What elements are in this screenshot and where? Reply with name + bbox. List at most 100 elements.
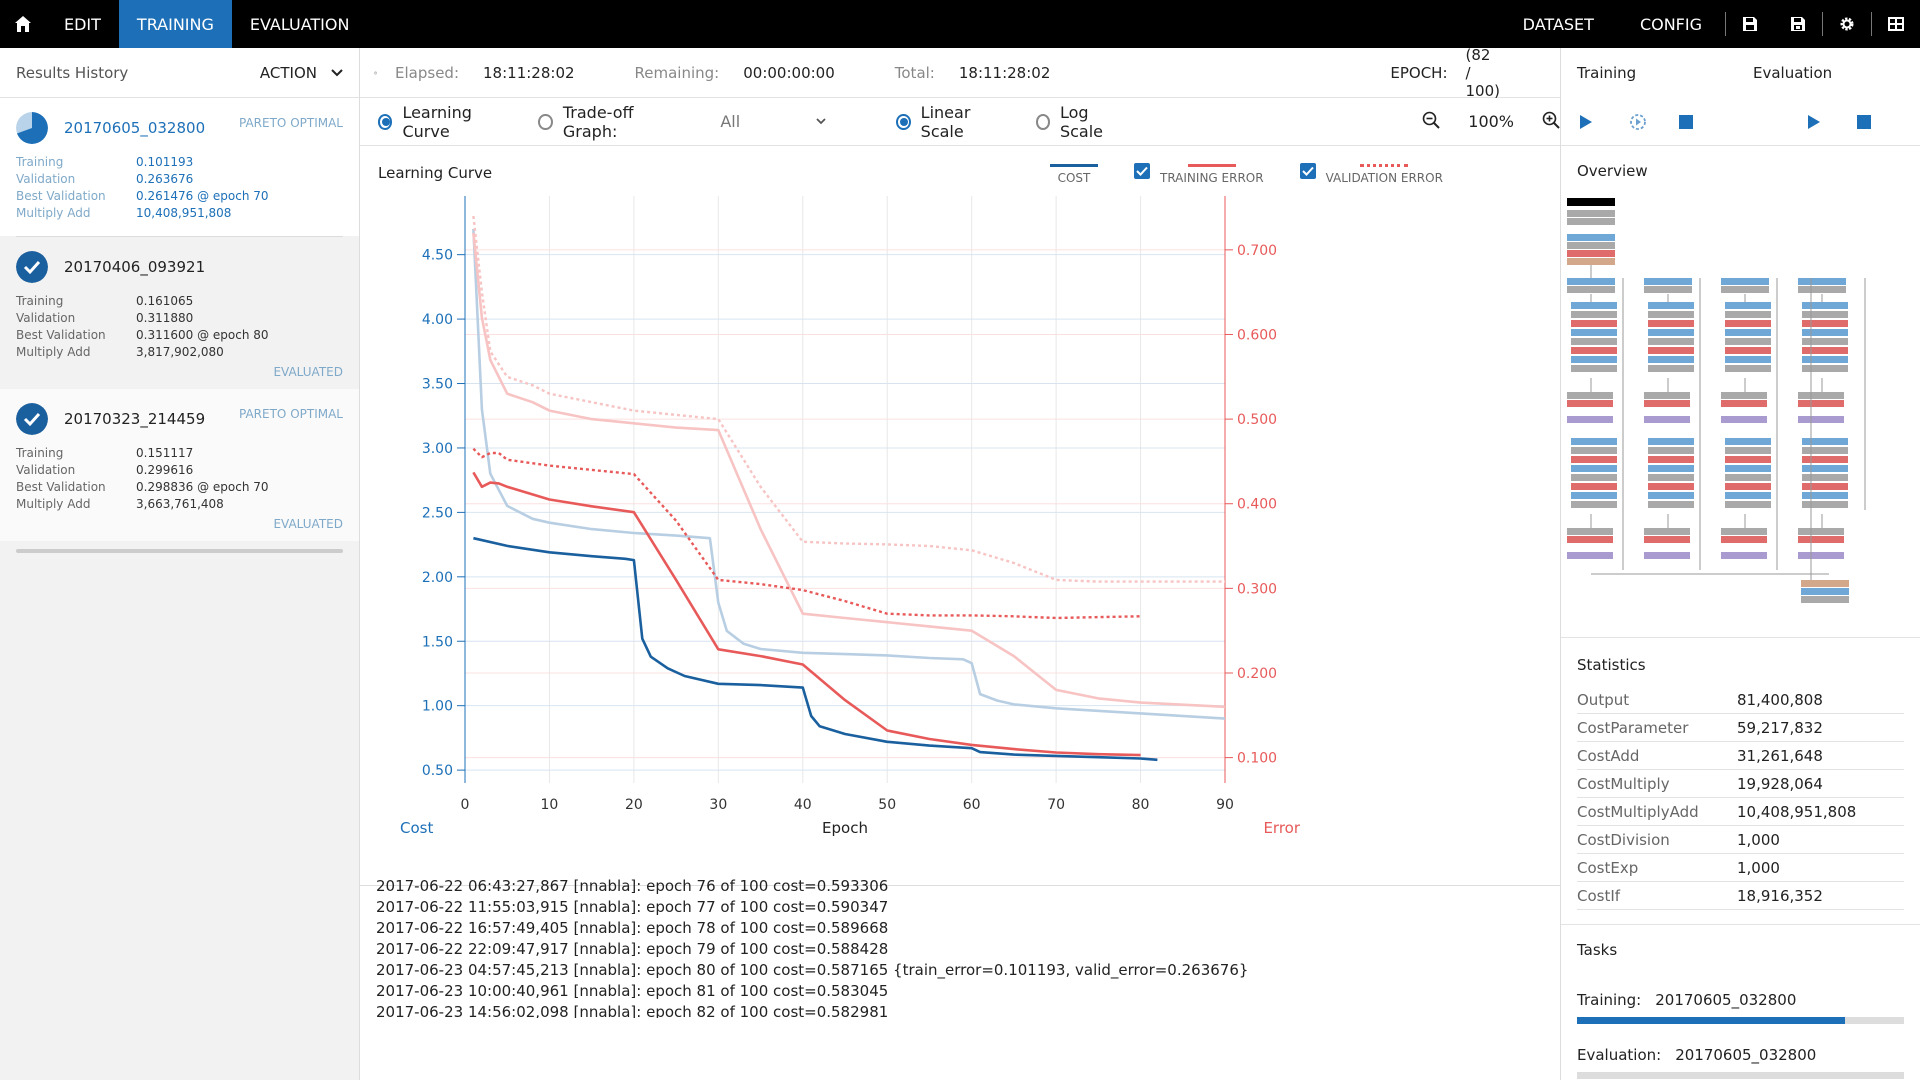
- layer-block: [1725, 311, 1771, 318]
- layer-block: [1725, 302, 1771, 309]
- linear-scale-radio[interactable]: Linear Scale: [896, 103, 1005, 141]
- stat-row: Output 81,400,808: [1577, 686, 1904, 714]
- checkbox-checked-icon[interactable]: [1134, 163, 1150, 179]
- run-controls: [1561, 98, 1920, 146]
- tab-training[interactable]: TRAINING: [118, 0, 232, 48]
- layer-block: [1644, 416, 1690, 423]
- layer-block: [1801, 596, 1849, 603]
- layout-button[interactable]: [1872, 0, 1920, 48]
- tab-dataset[interactable]: DATASET: [1522, 14, 1594, 34]
- layer-block: [1721, 536, 1767, 543]
- layer-block: [1725, 365, 1771, 372]
- layer-block: [1721, 416, 1767, 423]
- log-scale-radio[interactable]: Log Scale: [1035, 103, 1127, 141]
- evaluation-run-button[interactable]: [1807, 114, 1857, 130]
- layer-block: [1798, 278, 1846, 285]
- layer-block: [1571, 438, 1617, 445]
- best-validation-value: 0.298836 @ epoch 70: [136, 480, 269, 494]
- layer-block: [1567, 528, 1613, 535]
- layer-block: [1571, 456, 1617, 463]
- layer-block: [1802, 329, 1848, 336]
- overview-title: Overview: [1577, 162, 1648, 180]
- layer-block: [1571, 474, 1617, 481]
- total-value: 18:11:28:02: [958, 63, 1051, 82]
- layer-block: [1802, 474, 1848, 481]
- training-label: Training: [16, 155, 64, 169]
- layer-block: [1801, 580, 1849, 587]
- zoom-out-button[interactable]: [1422, 111, 1440, 133]
- series-validation-error: [472, 447, 1141, 620]
- legend-cost: COST: [1050, 164, 1098, 185]
- training-task: Training: 20170605_032800: [1561, 991, 1920, 1024]
- statistics-table: Output 81,400,808 CostParameter 59,217,832 C…: [1561, 686, 1920, 910]
- home-button[interactable]: [0, 0, 46, 48]
- right-panel: Training Evaluation Overview Statistics …: [1560, 48, 1920, 1080]
- chevron-down-icon: [816, 118, 826, 125]
- layer-block: [1802, 347, 1848, 354]
- save-as-button[interactable]: [1774, 0, 1822, 48]
- multiply-add-label: Multiply Add: [16, 345, 91, 359]
- layer-block: [1721, 528, 1767, 535]
- x-tick-label: 10: [541, 797, 559, 813]
- divider: [1725, 12, 1726, 36]
- timing-bar: Elapsed: 18:11:28:02 Remaining: 00:00:00…: [360, 46, 1560, 100]
- layer-block: [1571, 356, 1617, 363]
- tradeoff-graph-radio[interactable]: Trade-off Graph:: [538, 103, 676, 141]
- evaluation-stop-button[interactable]: [1857, 114, 1907, 129]
- result-item[interactable]: 20170605_032800 PARETO OPTIMAL Training 0…: [0, 98, 359, 236]
- stat-value: 10,408,951,808: [1737, 802, 1857, 821]
- result-item[interactable]: 20170323_214459 PARETO OPTIMAL Training 0…: [0, 389, 359, 541]
- stat-row: CostExp 1,000: [1577, 854, 1904, 882]
- layer-block: [1571, 329, 1617, 336]
- stat-name: CostAdd: [1577, 746, 1640, 765]
- left-tick-label: 4.00: [422, 312, 453, 328]
- best-validation-label: Best Validation: [16, 328, 106, 342]
- tab-edit[interactable]: EDIT: [64, 14, 101, 34]
- save-button[interactable]: [1726, 0, 1774, 48]
- validation-label: Validation: [16, 311, 76, 325]
- left-tick-label: 2.50: [422, 505, 453, 521]
- layer-block: [1725, 356, 1771, 363]
- layer-block: [1567, 242, 1615, 249]
- training-label: Training: [16, 446, 64, 460]
- result-item[interactable]: 20170406_093921 Training 0.161065 Validat…: [0, 237, 359, 389]
- network-diagram-minimap[interactable]: [1561, 190, 1891, 630]
- training-stop-button[interactable]: [1679, 114, 1807, 129]
- radio-empty-icon: [1035, 113, 1050, 130]
- run-controls-header: Training Evaluation: [1561, 48, 1920, 98]
- training-value: 0.161065: [136, 294, 194, 308]
- layer-block: [1802, 338, 1848, 345]
- layer-block: [1567, 392, 1613, 399]
- layer-block: [1567, 258, 1615, 265]
- settings-button[interactable]: [1823, 0, 1871, 48]
- layer-block: [1798, 536, 1844, 543]
- layer-block: [1644, 400, 1690, 407]
- home-icon: [15, 16, 31, 32]
- action-dropdown[interactable]: ACTION: [260, 64, 343, 82]
- result-status: EVALUATED: [273, 365, 343, 379]
- stat-value: 31,261,648: [1737, 746, 1823, 765]
- tab-config[interactable]: CONFIG: [1639, 14, 1702, 34]
- training-run-button[interactable]: [1579, 114, 1629, 130]
- legend-validation-error[interactable]: VALIDATION ERROR: [1299, 163, 1443, 185]
- best-validation-value: 0.261476 @ epoch 70: [136, 189, 269, 203]
- learning-curve-radio[interactable]: Learning Curve: [378, 103, 508, 141]
- training-task-label: Training:: [1577, 991, 1642, 1009]
- elapsed-label: Elapsed:: [395, 63, 460, 82]
- left-axis-label: Cost: [400, 819, 433, 837]
- tradeoff-select[interactable]: All: [720, 112, 826, 131]
- checkbox-checked-icon[interactable]: [1299, 163, 1316, 179]
- tab-evaluation[interactable]: EVALUATION: [249, 14, 350, 34]
- right-tick-label: 0.300: [1237, 581, 1277, 597]
- network-overview[interactable]: Overview: [1561, 146, 1920, 638]
- legend-training-error[interactable]: TRAINING ERROR: [1134, 163, 1264, 185]
- layer-block: [1571, 365, 1617, 372]
- action-label: ACTION: [259, 63, 317, 82]
- layer-block: [1798, 552, 1844, 559]
- training-resume-button[interactable]: [1629, 113, 1679, 131]
- results-history-header: Results History ACTION: [0, 48, 359, 98]
- stat-value: 19,928,064: [1737, 774, 1823, 793]
- zoom-in-button[interactable]: [1542, 111, 1560, 133]
- multiply-add-label: Multiply Add: [16, 206, 91, 220]
- scrollbar[interactable]: [16, 549, 343, 553]
